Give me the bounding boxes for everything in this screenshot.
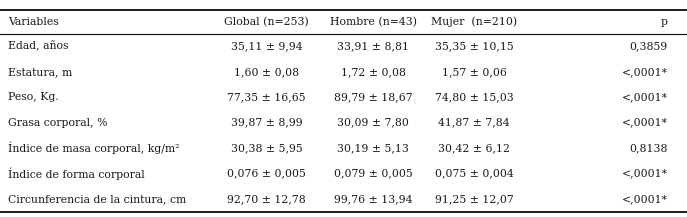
- Text: Índice de masa corporal, kg/m²: Índice de masa corporal, kg/m²: [8, 142, 180, 154]
- Text: 92,70 ± 12,78: 92,70 ± 12,78: [227, 194, 306, 204]
- Text: 30,42 ± 6,12: 30,42 ± 6,12: [438, 143, 510, 153]
- Text: <,0001*: <,0001*: [622, 168, 668, 178]
- Text: Global (n=253): Global (n=253): [224, 16, 309, 27]
- Text: p: p: [661, 17, 668, 27]
- Text: 0,076 ± 0,005: 0,076 ± 0,005: [227, 168, 306, 178]
- Text: 30,38 ± 5,95: 30,38 ± 5,95: [231, 143, 302, 153]
- Text: 74,80 ± 15,03: 74,80 ± 15,03: [435, 92, 513, 102]
- Text: <,0001*: <,0001*: [622, 194, 668, 204]
- Text: 30,09 ± 7,80: 30,09 ± 7,80: [337, 118, 409, 128]
- Text: 35,35 ± 10,15: 35,35 ± 10,15: [435, 41, 513, 51]
- Text: 41,87 ± 7,84: 41,87 ± 7,84: [438, 118, 510, 128]
- Text: Peso, Kg.: Peso, Kg.: [8, 92, 59, 102]
- Text: Estatura, m: Estatura, m: [8, 67, 73, 77]
- Text: 89,79 ± 18,67: 89,79 ± 18,67: [334, 92, 412, 102]
- Text: 0,079 ± 0,005: 0,079 ± 0,005: [334, 168, 412, 178]
- Text: 39,87 ± 8,99: 39,87 ± 8,99: [231, 118, 302, 128]
- Text: Edad, años: Edad, años: [8, 41, 69, 52]
- Text: 1,72 ± 0,08: 1,72 ± 0,08: [341, 67, 405, 77]
- Text: Variables: Variables: [8, 17, 59, 27]
- Text: 99,76 ± 13,94: 99,76 ± 13,94: [334, 194, 412, 204]
- Text: 1,60 ± 0,08: 1,60 ± 0,08: [234, 67, 299, 77]
- Text: 30,19 ± 5,13: 30,19 ± 5,13: [337, 143, 409, 153]
- Text: <,0001*: <,0001*: [622, 92, 668, 102]
- Text: 77,35 ± 16,65: 77,35 ± 16,65: [227, 92, 306, 102]
- Text: 0,3859: 0,3859: [629, 41, 668, 51]
- Text: Índice de forma corporal: Índice de forma corporal: [8, 167, 145, 180]
- Text: 0,075 ± 0,004: 0,075 ± 0,004: [435, 168, 513, 178]
- Text: Mujer  (n=210): Mujer (n=210): [431, 16, 517, 27]
- Text: 35,11 ± 9,94: 35,11 ± 9,94: [231, 41, 302, 51]
- Text: Hombre (n=43): Hombre (n=43): [330, 16, 416, 27]
- Text: 91,25 ± 12,07: 91,25 ± 12,07: [435, 194, 513, 204]
- Text: <,0001*: <,0001*: [622, 67, 668, 77]
- Text: Circunferencia de la cintura, cm: Circunferencia de la cintura, cm: [8, 194, 186, 204]
- Text: 33,91 ± 8,81: 33,91 ± 8,81: [337, 41, 409, 51]
- Text: 1,57 ± 0,06: 1,57 ± 0,06: [442, 67, 506, 77]
- Text: <,0001*: <,0001*: [622, 118, 668, 128]
- Text: 0,8138: 0,8138: [629, 143, 668, 153]
- Text: Grasa corporal, %: Grasa corporal, %: [8, 118, 108, 128]
